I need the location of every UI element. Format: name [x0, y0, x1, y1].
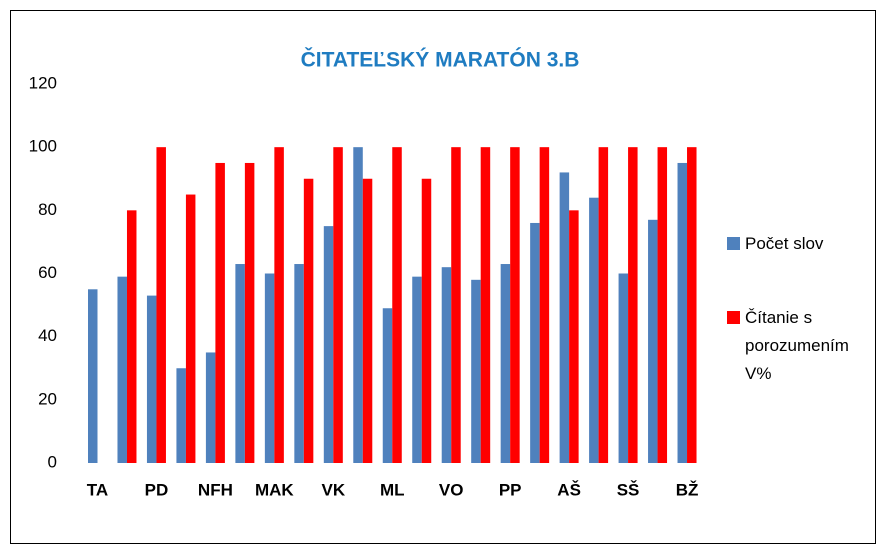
- bar: [618, 273, 629, 463]
- x-tick-label: PD: [145, 480, 169, 499]
- y-tick-label: 20: [38, 389, 57, 408]
- x-tick-label: MAK: [255, 480, 294, 499]
- bar: [500, 264, 511, 463]
- bar: [628, 147, 638, 463]
- bar: [146, 295, 157, 463]
- bar: [451, 147, 461, 463]
- x-tick-label: TA: [87, 480, 108, 499]
- bar: [333, 147, 343, 463]
- bar: [589, 197, 599, 463]
- y-tick-label: 100: [29, 137, 57, 156]
- bar: [471, 279, 481, 463]
- x-tick-label: PP: [499, 480, 522, 499]
- bar: [569, 210, 579, 463]
- bar: [677, 162, 688, 464]
- bar: [687, 147, 697, 463]
- bar: [264, 273, 275, 463]
- bar: [559, 172, 570, 463]
- y-tick-label: 40: [38, 326, 57, 345]
- bar: [598, 147, 609, 463]
- bar: [362, 178, 373, 463]
- legend-entry: Čítanie s porozumením V%: [722, 304, 862, 388]
- legend-label: Počet slov: [745, 234, 824, 253]
- y-tick-label: 60: [38, 263, 57, 282]
- bar: [156, 147, 166, 463]
- bar: [480, 147, 491, 463]
- bar: [294, 264, 304, 463]
- bar: [126, 210, 137, 463]
- bar: [274, 147, 284, 463]
- bar: [176, 368, 186, 463]
- y-tick-label: 120: [29, 73, 57, 92]
- bar: [392, 147, 402, 463]
- bar: [117, 276, 127, 463]
- legend: Počet slov Čítanie s porozumením V%: [722, 230, 862, 434]
- bar: [421, 178, 432, 463]
- bar: [657, 147, 668, 463]
- x-tick-label: SŠ: [617, 480, 640, 499]
- bar: [412, 276, 422, 463]
- x-tick-label: AŠ: [557, 480, 581, 499]
- bar: [648, 219, 658, 463]
- legend-label: Čítanie s porozumením V%: [745, 308, 849, 383]
- bar: [185, 194, 196, 463]
- x-tick-label: VO: [439, 480, 464, 499]
- bar: [205, 352, 216, 463]
- y-tick-label: 0: [48, 452, 57, 471]
- bar: [510, 147, 520, 463]
- x-tick-label: BŽ: [676, 480, 699, 499]
- bar: [530, 222, 540, 463]
- y-tick-label: 80: [38, 200, 57, 219]
- bar: [235, 264, 245, 463]
- bar: [539, 147, 550, 463]
- bar: [441, 267, 452, 463]
- bar: [88, 289, 98, 463]
- bar: [303, 178, 314, 463]
- x-tick-label: ML: [380, 480, 405, 499]
- bar: [323, 226, 334, 463]
- bar: [244, 162, 255, 464]
- legend-entry: Počet slov: [722, 230, 862, 258]
- bar: [215, 162, 225, 464]
- legend-swatch: [727, 311, 740, 324]
- legend-swatch: [727, 237, 740, 250]
- x-tick-label: VK: [321, 480, 345, 499]
- bar: [382, 308, 393, 463]
- chart-title: ČITATEĽSKÝ MARATÓN 3.B: [301, 48, 580, 72]
- x-tick-label: NFH: [198, 480, 233, 499]
- bar: [353, 147, 363, 463]
